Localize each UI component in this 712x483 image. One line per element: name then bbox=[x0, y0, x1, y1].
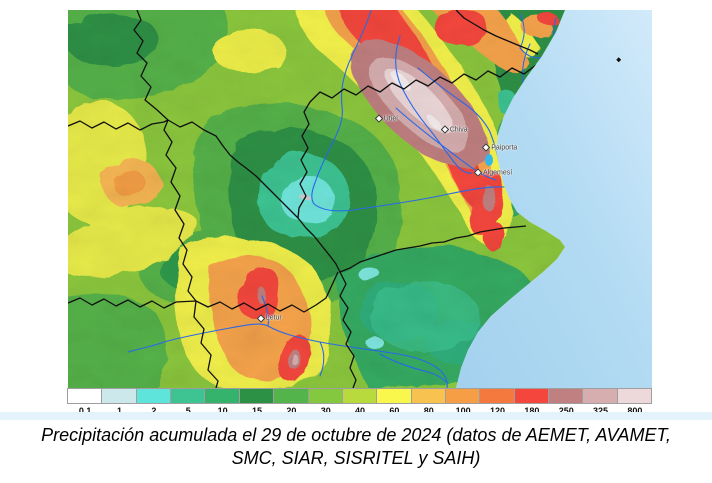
legend-color-swatch bbox=[67, 388, 103, 404]
legend-color-swatch bbox=[513, 388, 550, 404]
legend-item: 60 bbox=[376, 388, 412, 417]
legend-value: 30 bbox=[320, 406, 331, 416]
precipitation-field bbox=[68, 10, 565, 388]
legend-color-swatch bbox=[170, 388, 206, 404]
legend-color-swatch bbox=[341, 388, 378, 404]
legend-color-swatch bbox=[444, 388, 481, 404]
legend-color-swatch bbox=[238, 388, 275, 404]
hillshade-texture bbox=[68, 10, 565, 388]
legend-value: 250 bbox=[558, 406, 574, 416]
legend-value: 1 bbox=[117, 406, 123, 416]
legend-item: 800 bbox=[616, 388, 653, 417]
offshore-station-dot bbox=[616, 57, 622, 63]
province-borders bbox=[68, 10, 561, 388]
legend-value: 80 bbox=[423, 406, 434, 416]
legend-value: 15 bbox=[251, 406, 262, 416]
legend-color-swatch bbox=[135, 388, 172, 404]
legend-scale: 0.1 1 2 5 10 bbox=[67, 388, 653, 417]
legend-item: 15 bbox=[238, 388, 275, 417]
legend-value: 800 bbox=[627, 406, 643, 416]
albufera-lagoon bbox=[485, 154, 493, 166]
legend-item: 100 bbox=[444, 388, 481, 417]
legend-color-swatch bbox=[376, 388, 412, 404]
legend-value: 2 bbox=[151, 406, 157, 416]
mediterranean-sea bbox=[456, 10, 652, 388]
legend-value: 20 bbox=[286, 406, 297, 416]
legend-value: 60 bbox=[389, 406, 400, 416]
legend-footer-strip bbox=[0, 412, 712, 420]
legend-value: 40 bbox=[355, 406, 366, 416]
figure-caption: Precipitación acumulada el 29 de octubre… bbox=[0, 424, 712, 470]
legend-value: 10 bbox=[217, 406, 228, 416]
legend-color-swatch bbox=[548, 388, 584, 404]
caption-line-2: SMC, SIAR, SISRITEL y SAIH) bbox=[231, 448, 481, 468]
legend-color-swatch bbox=[616, 388, 653, 404]
precipitation-map: Utiel Chiva Paiporta Algemesí bbox=[68, 10, 652, 388]
legend: 0.1 1 2 5 10 bbox=[67, 388, 653, 417]
legend-color-swatch bbox=[273, 388, 309, 404]
rivers bbox=[127, 10, 564, 388]
legend-color-swatch bbox=[582, 388, 618, 404]
legend-item: 20 bbox=[273, 388, 309, 417]
map-canvas bbox=[68, 10, 652, 388]
legend-color-swatch bbox=[101, 388, 137, 404]
legend-color-swatch bbox=[479, 388, 515, 404]
legend-color-swatch bbox=[410, 388, 446, 404]
legend-value: 325 bbox=[593, 406, 609, 416]
caption-line-1: Precipitación acumulada el 29 de octubre… bbox=[41, 425, 671, 445]
legend-color-swatch bbox=[307, 388, 343, 404]
legend-value: 180 bbox=[524, 406, 540, 416]
legend-value: 100 bbox=[455, 406, 471, 416]
legend-value: 0.1 bbox=[78, 406, 92, 416]
legend-value: 5 bbox=[185, 406, 191, 416]
legend-item: 80 bbox=[410, 388, 446, 417]
legend-value: 120 bbox=[489, 406, 505, 416]
legend-color-swatch bbox=[204, 388, 240, 404]
